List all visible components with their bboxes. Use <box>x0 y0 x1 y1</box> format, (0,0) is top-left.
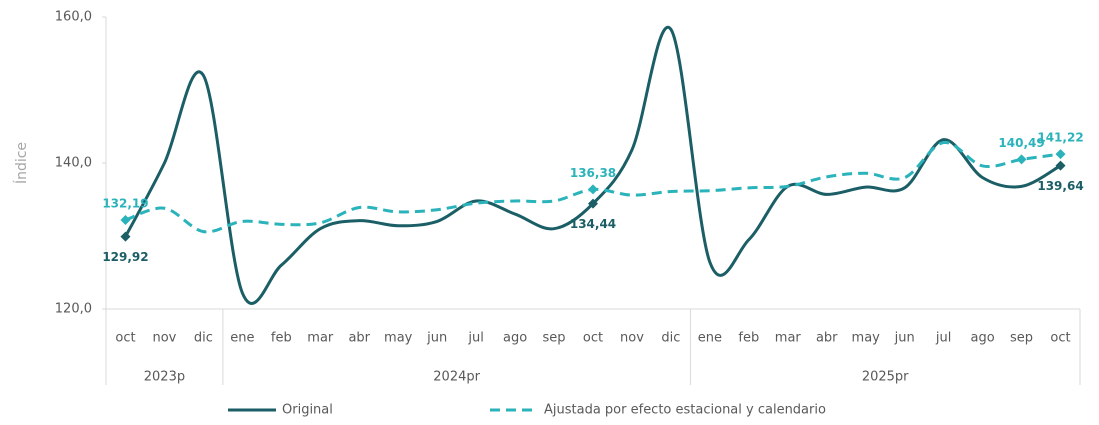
group-label: 2025pr <box>862 370 909 385</box>
x-tick-label: ene <box>698 331 722 346</box>
x-tick-label: dic <box>194 331 213 346</box>
x-tick-label: oct <box>1050 331 1070 346</box>
x-tick-label: may <box>384 331 413 346</box>
x-tick-label: abr <box>348 331 370 346</box>
marker <box>1055 160 1066 171</box>
x-tick-label: feb <box>738 331 759 346</box>
marker <box>1055 149 1066 160</box>
x-tick-label: jun <box>894 331 915 346</box>
x-tick-label: dic <box>661 331 680 346</box>
marker <box>588 184 598 195</box>
y-tick-label: 140,0 <box>55 156 92 171</box>
x-tick-label: nov <box>620 331 644 346</box>
x-tick-label: abr <box>816 331 838 346</box>
x-tick-label: jun <box>426 331 447 346</box>
group-label: 2023p <box>144 370 185 385</box>
x-tick-label: ago <box>503 331 527 346</box>
x-tick-label: feb <box>271 331 292 346</box>
legend-label: Ajustada por efecto estacional y calenda… <box>544 403 826 418</box>
marker <box>120 215 131 226</box>
data-label: 129,92 <box>102 250 148 264</box>
x-tick-label: mar <box>307 331 334 346</box>
marker <box>1016 154 1027 165</box>
x-tick-label: sep <box>1010 331 1033 346</box>
marker <box>588 198 598 209</box>
x-tick-label: nov <box>152 331 176 346</box>
data-label: 141,22 <box>1037 131 1083 145</box>
x-tick-label: sep <box>543 331 566 346</box>
data-label: 140,49 <box>998 136 1044 150</box>
x-tick-label: mar <box>775 331 802 346</box>
data-label: 136,38 <box>570 166 616 180</box>
y-tick-label: 120,0 <box>55 302 92 317</box>
y-axis-label: Índice <box>13 142 30 184</box>
x-tick-label: oct <box>583 331 603 346</box>
marker <box>120 231 131 242</box>
x-tick-label: jul <box>467 331 483 346</box>
data-label: 134,44 <box>570 217 616 231</box>
group-label: 2024pr <box>433 370 480 385</box>
x-tick-label: ene <box>230 331 254 346</box>
x-tick-label: ago <box>971 331 995 346</box>
x-tick-label: may <box>852 331 881 346</box>
y-tick-label: 160,0 <box>55 10 92 25</box>
data-label: 132,19 <box>102 197 148 211</box>
legend-label: Original <box>282 403 333 418</box>
x-tick-label: jul <box>935 331 951 346</box>
data-label: 139,64 <box>1037 179 1083 193</box>
x-tick-label: oct <box>115 331 135 346</box>
